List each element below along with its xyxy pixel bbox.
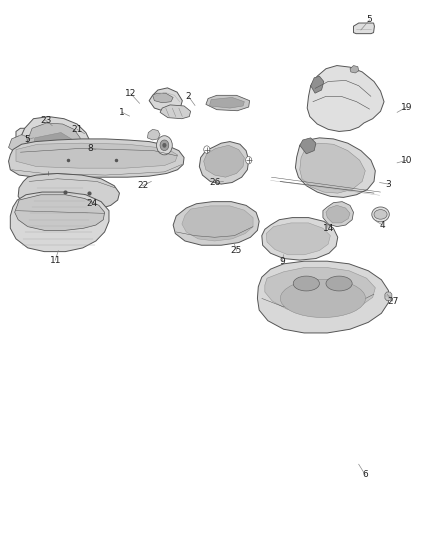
Text: 24: 24 bbox=[86, 199, 97, 208]
Circle shape bbox=[160, 140, 169, 151]
Polygon shape bbox=[295, 138, 375, 197]
Circle shape bbox=[204, 146, 210, 154]
Polygon shape bbox=[209, 98, 244, 108]
Polygon shape bbox=[149, 88, 182, 111]
Polygon shape bbox=[20, 117, 90, 175]
Polygon shape bbox=[265, 268, 375, 313]
Circle shape bbox=[156, 136, 172, 155]
Text: 12: 12 bbox=[125, 89, 137, 98]
Polygon shape bbox=[300, 143, 365, 193]
Text: 10: 10 bbox=[401, 156, 413, 165]
Polygon shape bbox=[307, 66, 384, 132]
Polygon shape bbox=[16, 128, 33, 140]
Polygon shape bbox=[16, 143, 177, 168]
Text: 19: 19 bbox=[401, 102, 413, 111]
Ellipse shape bbox=[293, 276, 319, 291]
Ellipse shape bbox=[374, 209, 387, 219]
Polygon shape bbox=[258, 261, 389, 333]
Text: 8: 8 bbox=[87, 144, 93, 153]
Text: 1: 1 bbox=[119, 108, 125, 117]
Polygon shape bbox=[204, 146, 244, 177]
Polygon shape bbox=[9, 135, 28, 152]
Ellipse shape bbox=[326, 276, 352, 291]
Text: 22: 22 bbox=[137, 181, 148, 190]
Polygon shape bbox=[311, 76, 324, 93]
Polygon shape bbox=[152, 93, 173, 103]
Text: 11: 11 bbox=[49, 256, 61, 264]
Text: 14: 14 bbox=[322, 224, 334, 233]
Polygon shape bbox=[206, 95, 250, 111]
Polygon shape bbox=[173, 201, 259, 245]
Polygon shape bbox=[148, 130, 160, 140]
Text: 9: 9 bbox=[279, 257, 285, 265]
Ellipse shape bbox=[372, 207, 389, 222]
Text: 3: 3 bbox=[385, 180, 391, 189]
Text: 23: 23 bbox=[40, 116, 51, 125]
Polygon shape bbox=[33, 133, 71, 153]
Polygon shape bbox=[353, 23, 374, 34]
Circle shape bbox=[162, 143, 166, 148]
Polygon shape bbox=[18, 173, 120, 211]
Polygon shape bbox=[300, 138, 316, 154]
Text: 2: 2 bbox=[186, 92, 191, 101]
Text: 4: 4 bbox=[380, 221, 385, 230]
Polygon shape bbox=[326, 205, 350, 223]
Polygon shape bbox=[28, 123, 80, 161]
Polygon shape bbox=[9, 139, 184, 177]
Circle shape bbox=[246, 157, 252, 164]
Polygon shape bbox=[323, 201, 353, 227]
Polygon shape bbox=[350, 66, 359, 73]
Polygon shape bbox=[262, 217, 338, 260]
Text: 5: 5 bbox=[24, 135, 30, 144]
Polygon shape bbox=[199, 142, 249, 184]
Text: 6: 6 bbox=[362, 471, 368, 479]
Text: 21: 21 bbox=[71, 125, 83, 134]
Ellipse shape bbox=[280, 279, 365, 318]
Text: 25: 25 bbox=[231, 246, 242, 255]
Text: 26: 26 bbox=[209, 178, 220, 187]
Polygon shape bbox=[11, 192, 109, 252]
Polygon shape bbox=[14, 195, 105, 230]
Text: 27: 27 bbox=[387, 296, 399, 305]
Polygon shape bbox=[160, 105, 191, 119]
Polygon shape bbox=[266, 223, 330, 255]
Polygon shape bbox=[182, 206, 253, 241]
Text: 5: 5 bbox=[367, 15, 372, 25]
Polygon shape bbox=[385, 292, 392, 301]
